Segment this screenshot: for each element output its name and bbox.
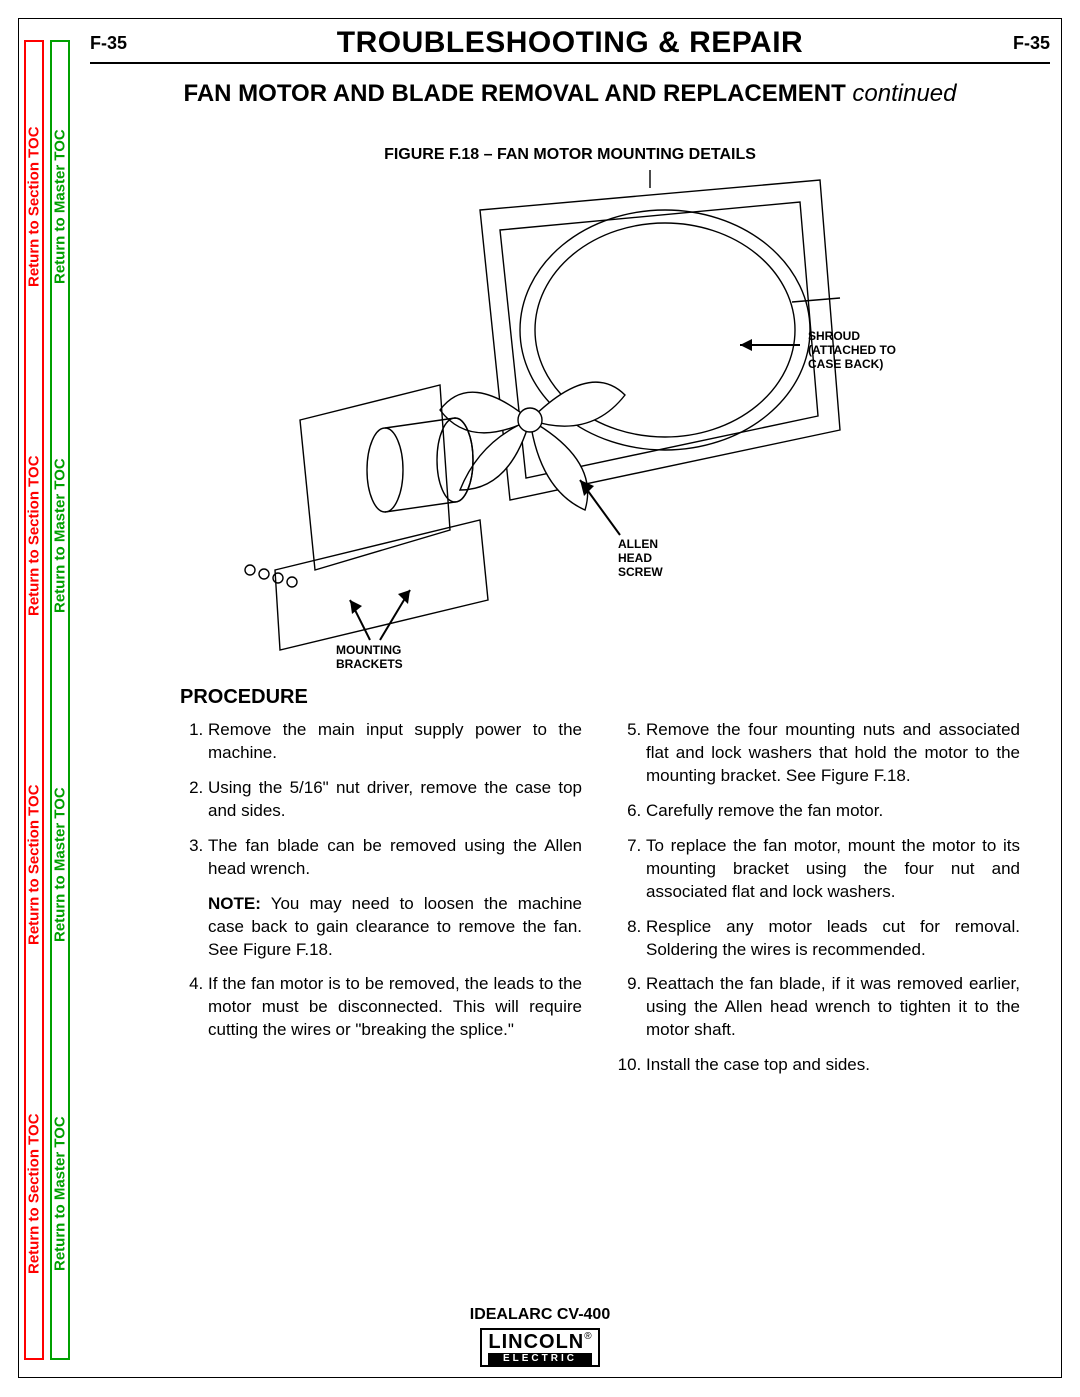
section-toc-link[interactable]: Return to Section TOC xyxy=(26,700,42,1029)
step-4: If the fan motor is to be removed, the l… xyxy=(208,973,582,1042)
page-footer: IDEALARC CV-400 LINCOLN® ELECTRIC xyxy=(0,1306,1080,1367)
step-3: The fan blade can be removed using the A… xyxy=(208,835,582,881)
lincoln-logo: LINCOLN® ELECTRIC xyxy=(480,1328,599,1367)
procedure-col-left: Remove the main input supply power to th… xyxy=(180,719,582,1089)
step-9: Reattach the fan blade, if it was remove… xyxy=(646,973,1020,1042)
procedure-col-right: Remove the four mounting nuts and associ… xyxy=(618,719,1020,1089)
section-toc-link[interactable]: Return to Section TOC xyxy=(26,42,42,371)
step-1: Remove the main input supply power to th… xyxy=(208,719,582,765)
figure-caption: FIGURE F.18 – FAN MOTOR MOUNTING DETAILS xyxy=(90,146,1050,164)
title-rule xyxy=(90,62,1050,64)
logo-registered: ® xyxy=(584,1331,591,1342)
section-title-text: FAN MOTOR AND BLADE REMOVAL AND REPLACEM… xyxy=(184,80,846,107)
page-number-left: F-35 xyxy=(90,33,127,54)
procedure: PROCEDURE Remove the main input supply p… xyxy=(180,686,1020,1089)
logo-brand: LINCOLN xyxy=(488,1331,584,1353)
step-7: To replace the fan motor, mount the moto… xyxy=(646,835,1020,904)
page-number-right: F-35 xyxy=(1013,33,1050,54)
logo-sub: ELECTRIC xyxy=(488,1353,591,1365)
callout-allen: ALLENHEADSCREW xyxy=(618,538,663,579)
chapter-title: TROUBLESHOOTING & REPAIR xyxy=(337,26,803,60)
section-toc-link[interactable]: Return to Section TOC xyxy=(26,371,42,700)
figure-fan-motor: SHROUD(ATTACHED TOCASE BACK) ALLENHEADSC… xyxy=(180,170,900,670)
master-toc-link[interactable]: Return to Master TOC xyxy=(52,700,68,1029)
master-toc-link[interactable]: Return to Master TOC xyxy=(52,371,68,700)
section-toc-rail: Return to Section TOC Return to Section … xyxy=(24,40,44,1360)
section-continued: continued xyxy=(852,80,956,107)
note-text: You may need to loosen the machine case … xyxy=(208,894,582,959)
callout-brackets: MOUNTINGBRACKETS xyxy=(336,644,403,672)
page-header: F-35 TROUBLESHOOTING & REPAIR F-35 xyxy=(90,26,1050,60)
master-toc-link[interactable]: Return to Master TOC xyxy=(52,42,68,371)
step-10: Install the case top and sides. xyxy=(646,1054,1020,1077)
step-6: Carefully remove the fan motor. xyxy=(646,800,1020,823)
step-5: Remove the four mounting nuts and associ… xyxy=(646,719,1020,788)
master-toc-rail: Return to Master TOC Return to Master TO… xyxy=(50,40,70,1360)
procedure-note: NOTE: You may need to loosen the machine… xyxy=(208,893,582,962)
section-title: FAN MOTOR AND BLADE REMOVAL AND REPLACEM… xyxy=(90,80,1050,108)
procedure-heading: PROCEDURE xyxy=(180,686,1020,709)
step-2: Using the 5/16" nut driver, remove the c… xyxy=(208,777,582,823)
callout-shroud: SHROUD(ATTACHED TOCASE BACK) xyxy=(808,330,896,371)
note-label: NOTE: xyxy=(208,894,261,913)
step-8: Resplice any motor leads cut for removal… xyxy=(646,916,1020,962)
figure-svg xyxy=(180,170,900,670)
model-name: IDEALARC CV-400 xyxy=(0,1306,1080,1324)
